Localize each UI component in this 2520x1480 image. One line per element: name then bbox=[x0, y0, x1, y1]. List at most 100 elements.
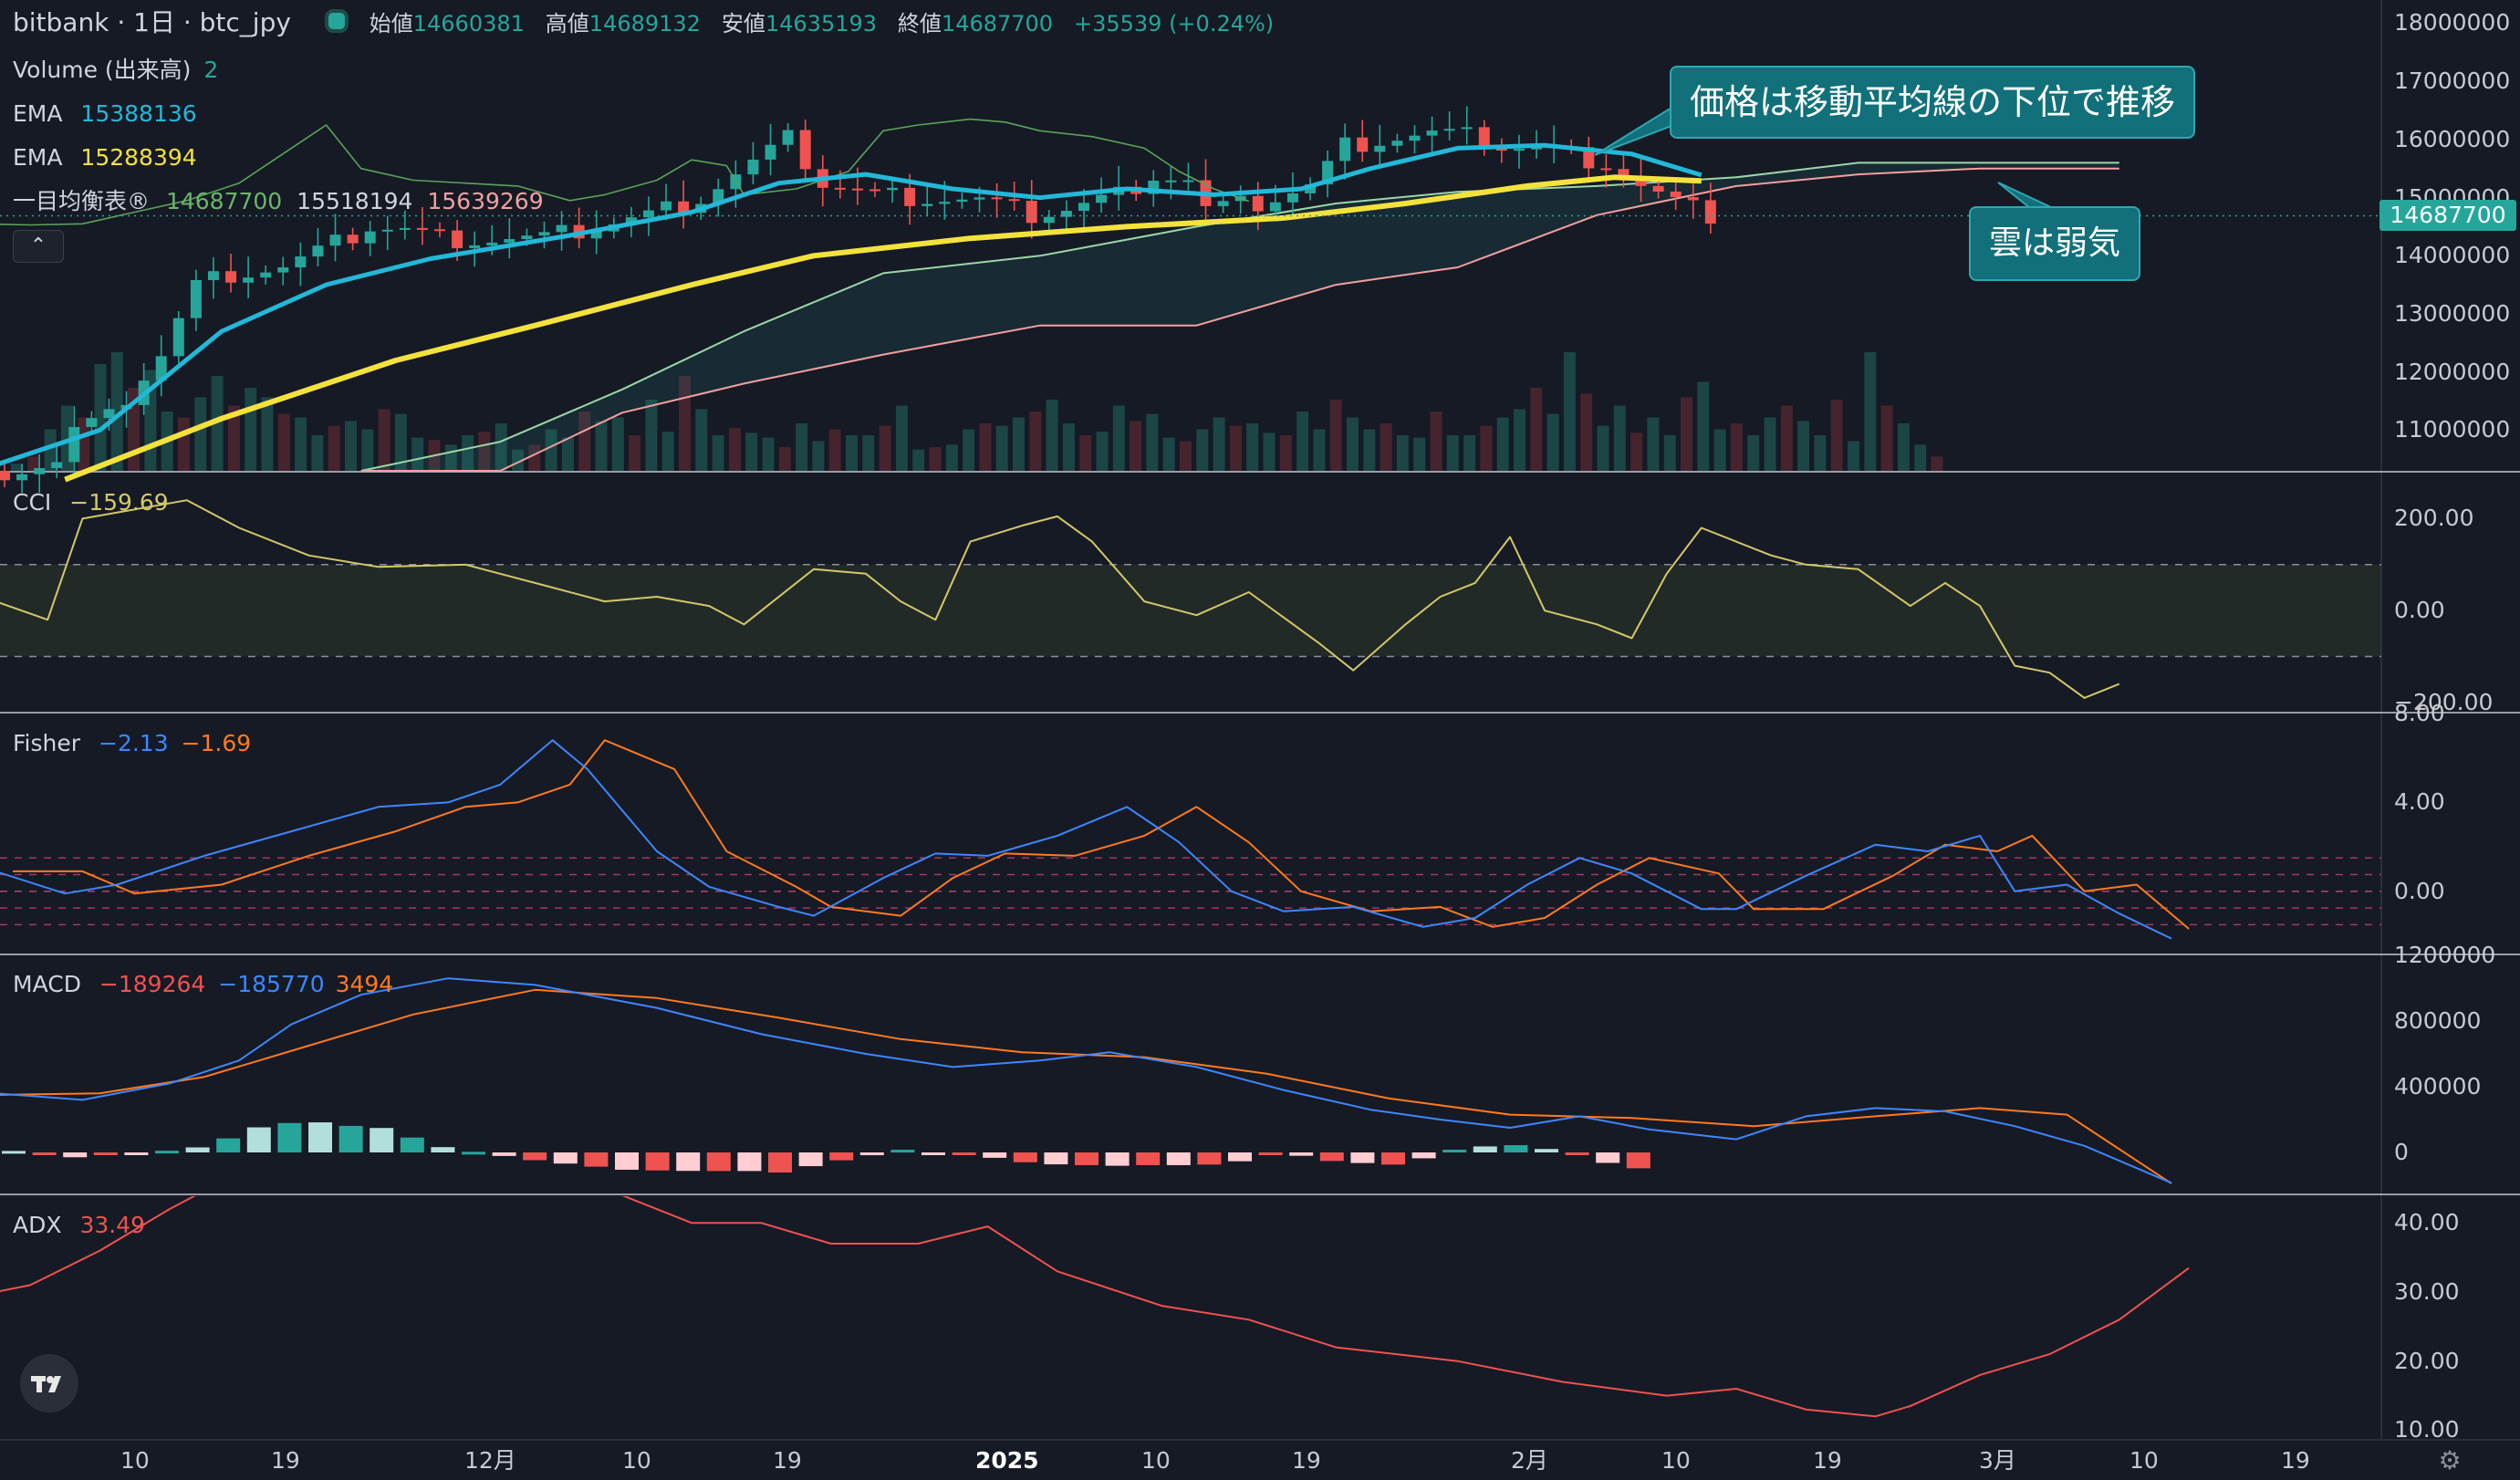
volume-bar bbox=[1681, 397, 1692, 471]
candle-body bbox=[155, 356, 167, 381]
fisher-legend[interactable]: Fisher −2.13 −1.69 bbox=[13, 730, 251, 757]
macd-histogram-bar bbox=[829, 1152, 854, 1161]
macd-histogram-bar bbox=[338, 1125, 363, 1152]
volume-bar bbox=[178, 417, 190, 471]
volume-bar bbox=[1380, 423, 1392, 471]
volume-bar bbox=[345, 421, 357, 471]
candle-body bbox=[851, 188, 863, 191]
tradingview-logo-icon[interactable] bbox=[20, 1354, 78, 1412]
macd-label: MACD bbox=[13, 971, 81, 997]
volume-bar bbox=[1363, 429, 1376, 471]
candle-body bbox=[51, 462, 63, 469]
candle-body bbox=[556, 224, 568, 233]
volume-bar bbox=[528, 444, 541, 471]
candle-body bbox=[399, 227, 411, 230]
adx-legend[interactable]: ADX 33.49 bbox=[13, 1212, 145, 1239]
candle-body bbox=[172, 318, 184, 357]
macd-axis-tick: 1200000 bbox=[2394, 942, 2496, 968]
candle-body bbox=[16, 474, 28, 481]
volume-bar bbox=[661, 432, 674, 471]
volume-bar bbox=[94, 364, 107, 471]
fisher-axis-tick: 8.00 bbox=[2394, 700, 2445, 726]
candle-body bbox=[364, 231, 376, 244]
volume-bar bbox=[846, 435, 858, 471]
volume-bar bbox=[1446, 435, 1459, 471]
settings-gear-icon[interactable]: ⚙ bbox=[2438, 1445, 2462, 1475]
ema-fast-line bbox=[0, 142, 1703, 466]
collapse-legend-button[interactable]: ⌃ bbox=[13, 230, 64, 263]
macd-legend[interactable]: MACD −189264 −185770 3494 bbox=[13, 971, 393, 998]
macd-histogram-bar bbox=[1258, 1152, 1283, 1155]
macd-histogram-bar bbox=[859, 1152, 884, 1156]
macd-histogram-bar bbox=[1350, 1152, 1375, 1163]
candle-body bbox=[381, 229, 393, 232]
macd-histogram-bar bbox=[523, 1152, 547, 1161]
volume-bar bbox=[1931, 456, 1943, 471]
macd-histogram-bar bbox=[1381, 1152, 1405, 1165]
symbol-title[interactable]: bitbank · 1日 · btc_jpy bbox=[13, 7, 291, 37]
macd-histogram-bar bbox=[277, 1122, 302, 1152]
volume-bar bbox=[578, 412, 591, 471]
volume-bar bbox=[1062, 423, 1075, 471]
candle-body bbox=[904, 187, 916, 206]
volume-bar bbox=[895, 405, 908, 471]
cci-legend[interactable]: CCI −159.69 bbox=[13, 489, 169, 516]
volume-bar bbox=[963, 429, 975, 471]
macd-line bbox=[0, 977, 2172, 1184]
candle-body bbox=[1305, 184, 1316, 193]
annotation-callout-price[interactable]: 価格は移動平均線の下位で推移 bbox=[1670, 66, 2196, 139]
candle-body bbox=[68, 426, 80, 463]
time-axis-label: 2025 bbox=[975, 1447, 1039, 1474]
volume-bar bbox=[862, 435, 875, 471]
candle-body bbox=[1252, 195, 1264, 212]
candle-body bbox=[1165, 180, 1177, 182]
macd-histogram-bar bbox=[124, 1152, 149, 1155]
macd-histogram-bar bbox=[1166, 1152, 1191, 1165]
annotation-callout-cloud[interactable]: 雲は弱気 bbox=[1969, 206, 2141, 281]
adx-axis-tick: 30.00 bbox=[2394, 1278, 2460, 1305]
macd-histogram-bar bbox=[1411, 1152, 1436, 1159]
cci-label: CCI bbox=[13, 489, 52, 516]
candle-body bbox=[1269, 202, 1281, 212]
fisher-label: Fisher bbox=[13, 730, 81, 756]
volume-bar bbox=[1296, 412, 1309, 471]
price-axis-tick: 18000000 bbox=[2394, 9, 2511, 36]
candle-body bbox=[469, 245, 481, 248]
high-label: 高値 bbox=[545, 11, 589, 36]
candle-body bbox=[486, 242, 498, 245]
candle-body bbox=[661, 201, 672, 211]
ichimoku-cloud bbox=[360, 162, 2119, 471]
legend-ema-fast[interactable]: EMA 15388136 bbox=[13, 100, 197, 128]
legend-ema-slow[interactable]: EMA 15288394 bbox=[13, 144, 197, 172]
volume-bar bbox=[1814, 435, 1827, 471]
high-value: 14689132 bbox=[588, 11, 701, 36]
current-price-tag: 14687700 bbox=[2379, 200, 2516, 232]
macd-histogram-bar bbox=[645, 1152, 670, 1171]
candle-body bbox=[870, 189, 880, 192]
macd-histogram-bar bbox=[63, 1152, 88, 1158]
ichimoku-lagging-line bbox=[0, 118, 1250, 226]
legend-volume[interactable]: Volume (出来高) 2 bbox=[13, 57, 218, 84]
open-value: 14660381 bbox=[412, 11, 525, 36]
candle-body bbox=[347, 235, 359, 244]
volume-bar bbox=[110, 352, 123, 471]
candle-body bbox=[1078, 203, 1089, 212]
volume-bar bbox=[679, 376, 691, 471]
cci-value: −159.69 bbox=[69, 489, 169, 516]
volume-bar bbox=[995, 425, 1008, 471]
volume-bar bbox=[311, 435, 324, 471]
legend-ichimoku[interactable]: 一目均衡表® 14687700 15518194 15639269 bbox=[13, 188, 544, 215]
candle-body bbox=[452, 230, 463, 248]
volume-bar bbox=[1463, 435, 1476, 471]
macd-histogram-bar bbox=[1626, 1152, 1650, 1169]
volume-bar bbox=[1413, 437, 1426, 471]
candle-body bbox=[1374, 145, 1386, 152]
candle-body bbox=[277, 267, 289, 273]
volume-bar bbox=[762, 437, 775, 471]
low-value: 14635193 bbox=[765, 11, 878, 36]
candle-body bbox=[834, 187, 846, 190]
volume-bar bbox=[328, 425, 340, 471]
macd-axis-tick: 800000 bbox=[2394, 1007, 2482, 1034]
macd-histogram-bar bbox=[370, 1128, 394, 1152]
